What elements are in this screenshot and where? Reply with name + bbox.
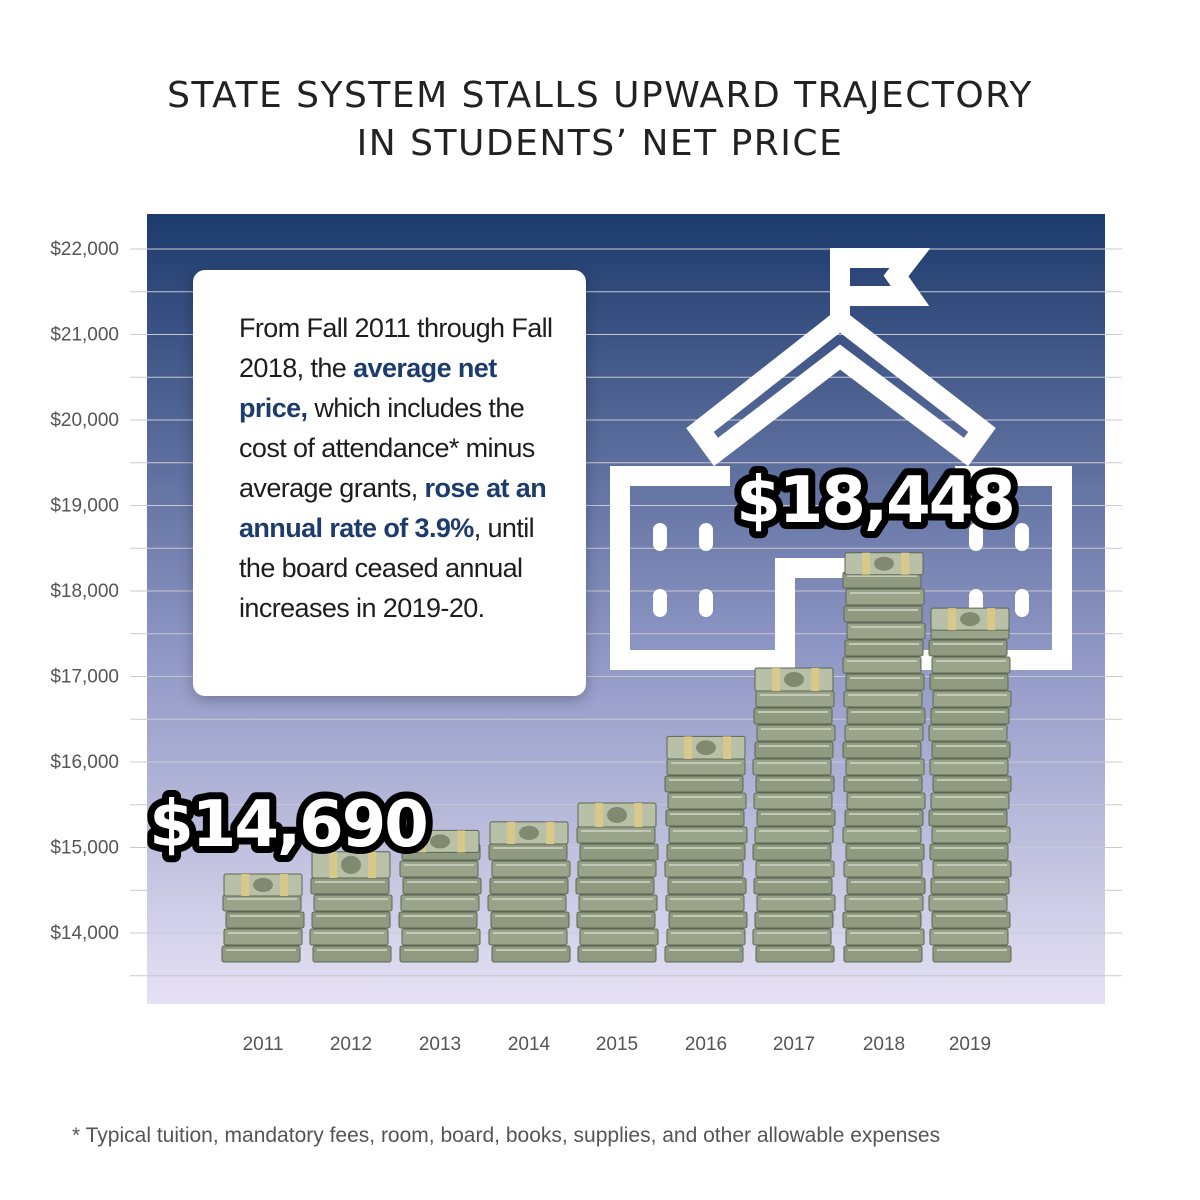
y-tick-label: $20,000 [50,410,119,431]
value-annotations: $14,690$14,690$18,448$18,448 [142,457,1023,869]
money-stack-bar [752,667,836,963]
x-tick-label: 2018 [863,1034,905,1055]
value-annotation: $18,448 [736,464,1014,538]
value-annotation-outline: $14,690 [149,788,427,862]
y-tick-label: $14,000 [50,923,119,944]
y-tick-label: $21,000 [50,325,119,346]
y-tick-label: $16,000 [50,752,119,773]
y-tick-label: $19,000 [50,496,119,517]
money-stack-bar [842,552,926,963]
callout-highlight-annual-rate: rose at an annual rate of 3.9% [239,473,547,543]
y-tick-label: $15,000 [50,838,119,859]
callout-highlight-average-net-price: average net price, [239,353,497,423]
value-annotation-outline: $18,448 [736,464,1014,538]
money-stack-bar [309,851,393,963]
callout-box: From Fall 2011 through Fall 2018, the av… [193,270,586,696]
x-tick-label: 2012 [330,1034,372,1055]
money-stack-bar [575,802,659,963]
chart-title: STATE SYSTEM STALLS UPWARD TRAJECTORY IN… [0,72,1200,168]
callout-text: From Fall 2011 through Fall 2018, the av… [239,308,569,628]
chart-title-line1: STATE SYSTEM STALLS UPWARD TRAJECTORY [167,75,1033,117]
y-tick-label: $22,000 [50,239,119,260]
money-stack-bar [398,829,482,963]
x-tick-label: 2013 [419,1034,461,1055]
y-tick-label: $17,000 [50,667,119,688]
x-tick-label: 2017 [773,1034,815,1055]
money-stack-bar [928,607,1012,963]
money-stack-bar [664,735,748,963]
value-annotation: $14,690 [149,788,427,862]
footnote: * Typical tuition, mandatory fees, room,… [72,1124,941,1147]
money-stack-bars [221,552,1012,963]
callout-text-part2: which includes the cost of attendance* m… [239,393,535,503]
y-axis-labels: $14,000 $15,000 $16,000 $17,000 $18,000 $19,0… [50,239,119,944]
x-tick-label: 2019 [949,1034,991,1055]
x-axis-labels: 2011 2012 2013 2014 2015 2016 2017 2018 2019 [243,1034,992,1055]
money-stack-bar [487,821,571,963]
callout-text-part3: , until the board ceased annual increase… [239,513,535,623]
callout-text-part1: From Fall 2011 through Fall 2018, the [239,313,553,383]
x-tick-label: 2011 [243,1034,284,1055]
money-stack-bar [221,873,305,963]
x-tick-label: 2015 [596,1034,638,1055]
x-tick-label: 2016 [685,1034,727,1055]
chart-title-line2: IN STUDENTS’ NET PRICE [356,123,844,165]
x-tick-label: 2014 [508,1034,551,1055]
y-tick-label: $18,000 [50,581,119,602]
